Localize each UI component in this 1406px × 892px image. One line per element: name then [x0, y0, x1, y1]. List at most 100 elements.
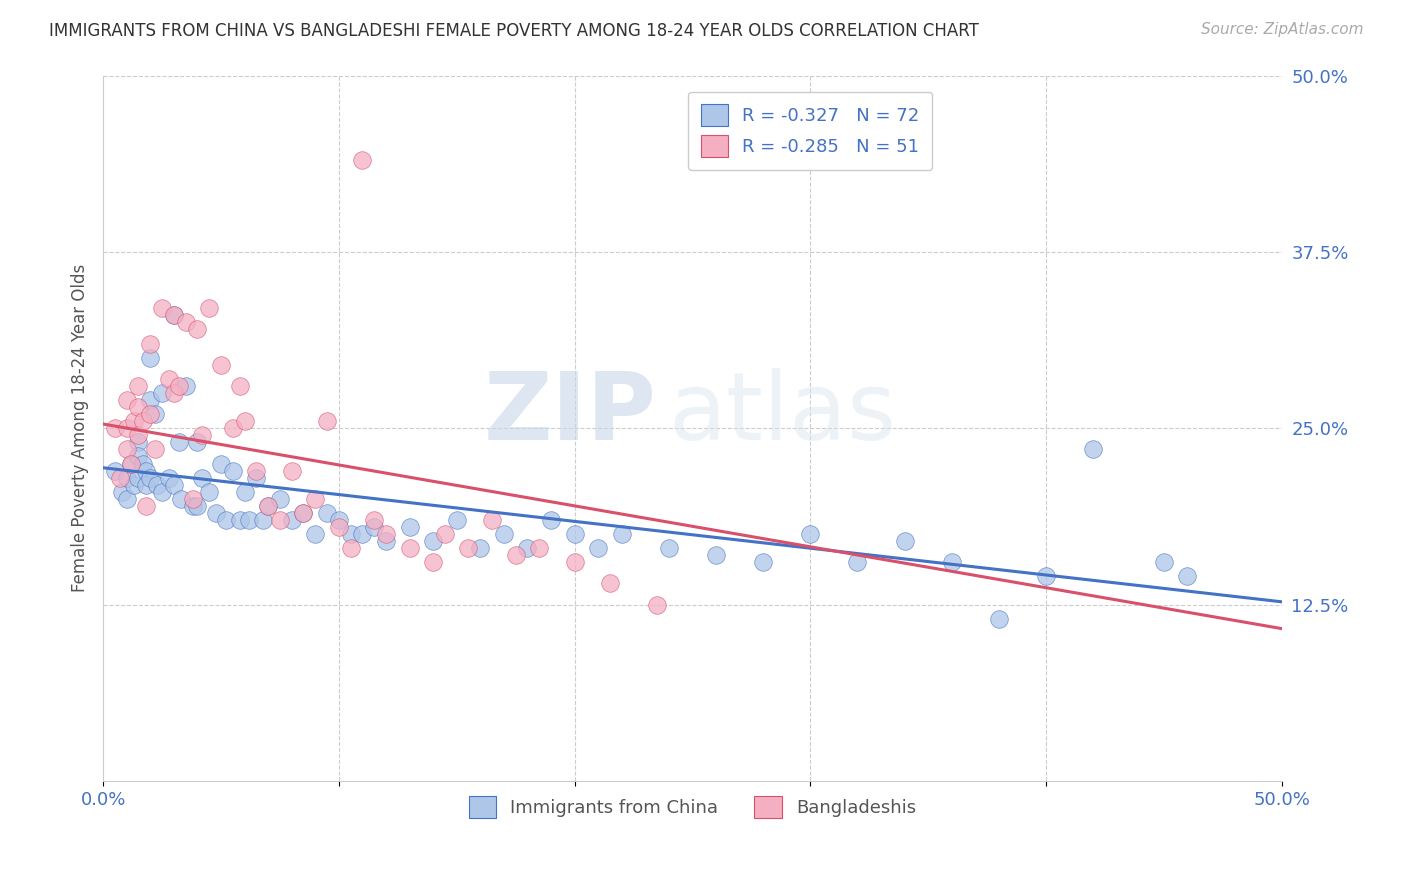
- Point: [104, 421, 127, 435]
- Point: [505, 548, 527, 562]
- Point: [170, 491, 193, 506]
- Legend: Immigrants from China, Bangladeshis: Immigrants from China, Bangladeshis: [461, 789, 924, 825]
- Point: [704, 548, 727, 562]
- Point: [139, 351, 162, 365]
- Point: [1081, 442, 1104, 457]
- Point: [111, 484, 134, 499]
- Point: [139, 336, 162, 351]
- Point: [529, 541, 551, 556]
- Point: [433, 527, 456, 541]
- Point: [157, 470, 180, 484]
- Point: [422, 534, 444, 549]
- Point: [115, 442, 138, 457]
- Point: [339, 527, 361, 541]
- Point: [610, 527, 633, 541]
- Point: [127, 450, 149, 464]
- Point: [222, 421, 245, 435]
- Point: [398, 541, 420, 556]
- Point: [363, 520, 385, 534]
- Point: [316, 506, 339, 520]
- Point: [122, 414, 145, 428]
- Point: [150, 301, 173, 316]
- Point: [799, 527, 821, 541]
- Point: [586, 541, 609, 556]
- Point: [215, 513, 238, 527]
- Point: [209, 358, 232, 372]
- Point: [540, 513, 562, 527]
- Point: [157, 372, 180, 386]
- Point: [1177, 569, 1199, 583]
- Point: [233, 484, 256, 499]
- Point: [375, 527, 398, 541]
- Point: [135, 464, 157, 478]
- Point: [658, 541, 681, 556]
- Point: [163, 477, 186, 491]
- Point: [127, 379, 149, 393]
- Point: [446, 513, 468, 527]
- Point: [304, 527, 326, 541]
- Y-axis label: Female Poverty Among 18-24 Year Olds: Female Poverty Among 18-24 Year Olds: [72, 264, 89, 592]
- Point: [150, 386, 173, 401]
- Point: [257, 499, 280, 513]
- Point: [139, 392, 162, 407]
- Point: [135, 499, 157, 513]
- Point: [257, 499, 280, 513]
- Point: [167, 379, 190, 393]
- Point: [186, 499, 208, 513]
- Point: [191, 470, 214, 484]
- Text: Source: ZipAtlas.com: Source: ZipAtlas.com: [1201, 22, 1364, 37]
- Point: [186, 322, 208, 336]
- Point: [181, 499, 204, 513]
- Point: [352, 153, 374, 168]
- Point: [280, 464, 302, 478]
- Point: [127, 470, 149, 484]
- Point: [339, 541, 361, 556]
- Point: [163, 309, 186, 323]
- Point: [280, 513, 302, 527]
- Point: [198, 484, 221, 499]
- Point: [150, 484, 173, 499]
- Point: [209, 457, 232, 471]
- Point: [135, 477, 157, 491]
- Point: [115, 470, 138, 484]
- Point: [516, 541, 538, 556]
- Point: [269, 491, 291, 506]
- Point: [205, 506, 228, 520]
- Point: [363, 513, 385, 527]
- Point: [143, 442, 166, 457]
- Point: [375, 534, 398, 549]
- Point: [481, 513, 503, 527]
- Point: [174, 379, 197, 393]
- Point: [269, 513, 291, 527]
- Point: [328, 520, 350, 534]
- Point: [174, 315, 197, 329]
- Point: [292, 506, 315, 520]
- Point: [492, 527, 515, 541]
- Point: [599, 576, 621, 591]
- Point: [245, 464, 267, 478]
- Point: [198, 301, 221, 316]
- Point: [115, 491, 138, 506]
- Point: [252, 513, 274, 527]
- Point: [987, 612, 1010, 626]
- Point: [104, 464, 127, 478]
- Point: [146, 477, 169, 491]
- Point: [328, 513, 350, 527]
- Point: [115, 392, 138, 407]
- Point: [229, 379, 252, 393]
- Point: [127, 400, 149, 414]
- Point: [422, 555, 444, 569]
- Point: [163, 386, 186, 401]
- Point: [143, 407, 166, 421]
- Point: [122, 477, 145, 491]
- Text: IMMIGRANTS FROM CHINA VS BANGLADESHI FEMALE POVERTY AMONG 18-24 YEAR OLDS CORREL: IMMIGRANTS FROM CHINA VS BANGLADESHI FEM…: [49, 22, 979, 40]
- Point: [245, 470, 267, 484]
- Point: [186, 435, 208, 450]
- Point: [139, 407, 162, 421]
- Point: [846, 555, 869, 569]
- Point: [181, 491, 204, 506]
- Point: [304, 491, 326, 506]
- Point: [222, 464, 245, 478]
- Point: [167, 435, 190, 450]
- Text: atlas: atlas: [669, 368, 897, 460]
